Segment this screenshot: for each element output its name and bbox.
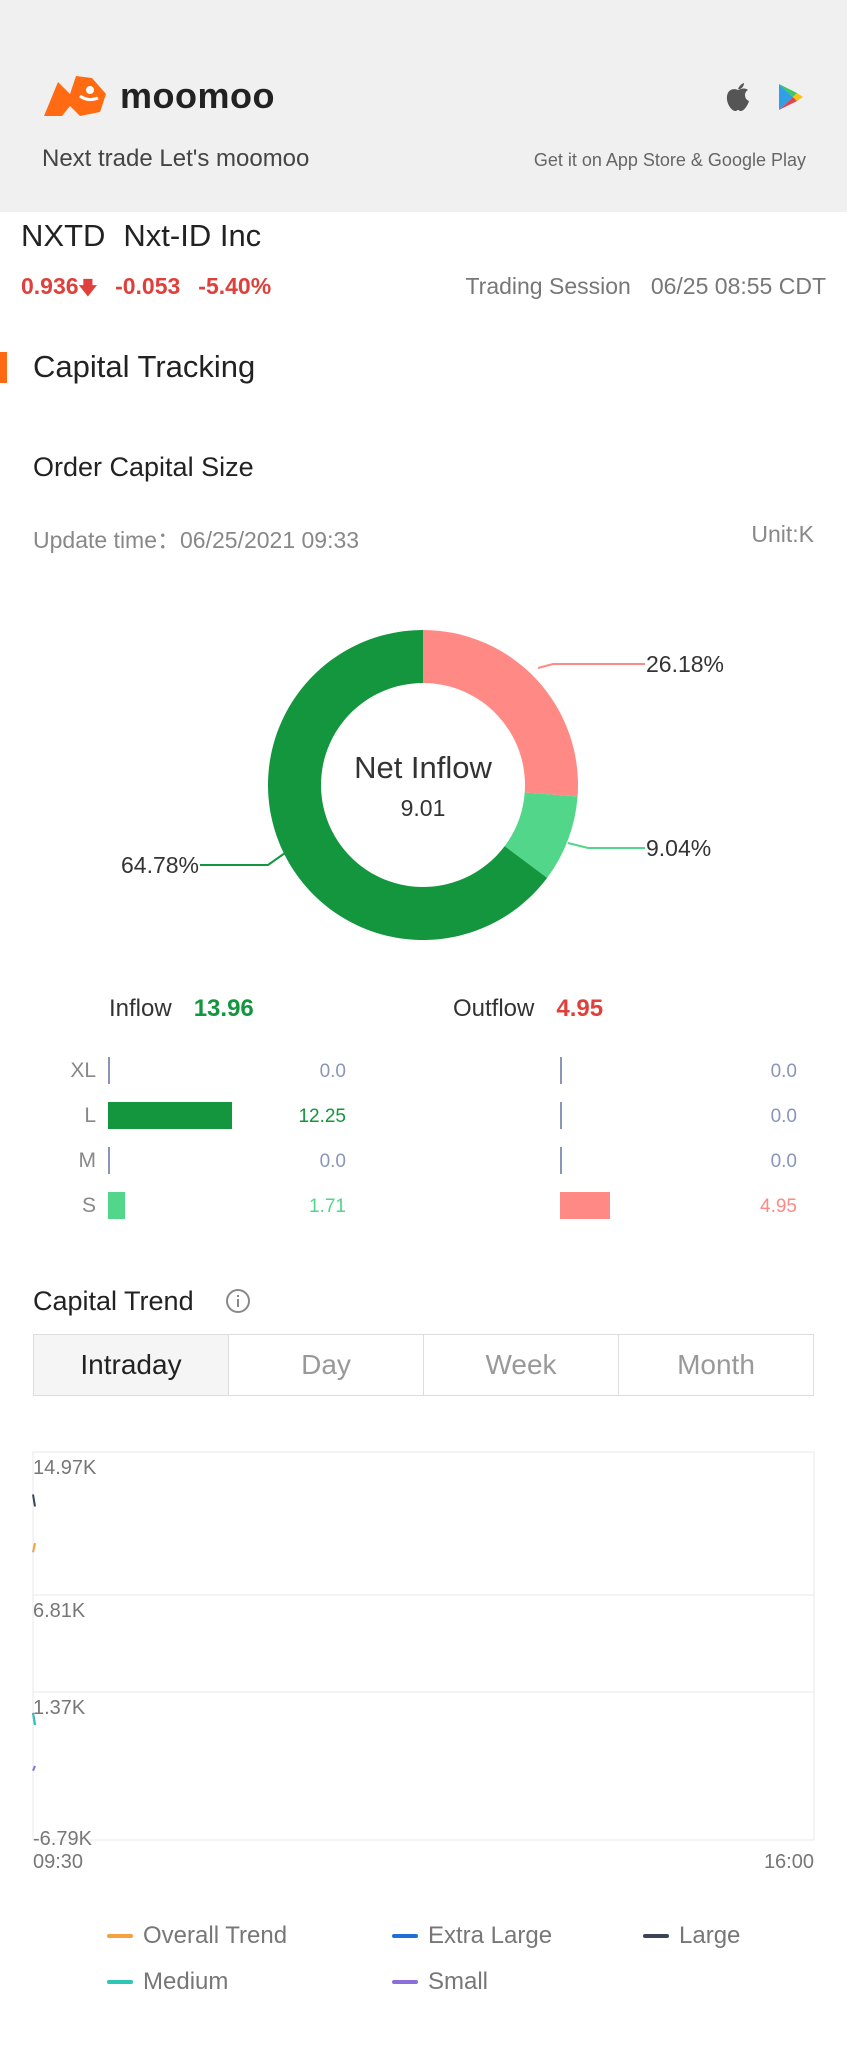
x-tick-label: 09:30 [33, 1851, 83, 1873]
capital-trend-chart: 14.97K 6.81K 1.37K -6.79K 09:30 16:00 [32, 1451, 815, 1873]
tab-intraday[interactable]: Intraday [34, 1335, 229, 1395]
down-arrow-icon: 🡇 [78, 278, 98, 298]
tab-week[interactable]: Week [424, 1335, 619, 1395]
capital-tracking-title: Capital Tracking [33, 349, 256, 384]
moomoo-logo: moomoo [40, 72, 275, 120]
banner-tagline: Next trade Let's moomoo [42, 145, 310, 172]
size-label: M [78, 1149, 97, 1172]
inflow-bar [108, 1102, 232, 1129]
outflow-value: 4.95 [760, 1196, 797, 1217]
inflow-value: 0.0 [319, 1061, 346, 1082]
y-tick-label: -6.79K [33, 1828, 93, 1850]
order-capital-size-title: Order Capital Size [33, 452, 254, 482]
outflow-label: Outflow [453, 995, 535, 1022]
legend-swatch [107, 1934, 133, 1938]
session-time: 06/25 08:55 CDT [650, 273, 826, 299]
outflow-value: 0.0 [770, 1151, 797, 1172]
leader-line-large [200, 852, 286, 866]
donut-segment-large-inflow [268, 630, 548, 940]
size-label: L [84, 1104, 96, 1127]
outflow-value: 0.0 [770, 1106, 797, 1127]
legend-swatch [392, 1980, 418, 1984]
apple-icon[interactable] [724, 80, 752, 112]
stock-symbol: NXTD [21, 218, 106, 253]
outflow-value: 0.0 [770, 1061, 797, 1082]
price-change: -0.053 [115, 273, 181, 299]
segment-label-medium: 9.04% [646, 835, 711, 861]
donut-center-label: Net Inflow [354, 750, 492, 785]
leader-line-medium [567, 842, 645, 849]
legend-swatch [643, 1934, 669, 1938]
chart-plot-area [32, 1451, 815, 1841]
stock-name: Nxt-ID Inc [123, 218, 262, 253]
net-inflow-donut-chart: 26.18% 9.04% 64.78% Net Inflow 9.01 [121, 630, 724, 940]
google-play-icon[interactable] [777, 82, 805, 112]
outflow-bar-axis [560, 1147, 562, 1174]
outflow-value: 4.95 [556, 995, 604, 1022]
series-line-small [32, 1765, 36, 1772]
info-icon[interactable] [225, 1288, 251, 1314]
session-label: Trading Session [465, 273, 631, 299]
legend-item-extra-large[interactable]: Extra Large [392, 1922, 552, 1950]
inflow-label: Inflow [109, 995, 172, 1022]
inflow-value: 0.0 [319, 1151, 346, 1172]
legend-label: Medium [143, 1968, 229, 1995]
update-time: Update time：06/25/2021 09:33 [33, 527, 360, 553]
capital-trend-title: Capital Trend [33, 1286, 194, 1316]
outflow-bar [560, 1192, 611, 1219]
inflow-bar-axis [108, 1147, 110, 1174]
price-row: 0.936🡇 -0.053 -5.40% [21, 273, 271, 306]
brand-name: moomoo [120, 75, 275, 116]
stock-price: 0.936 [21, 273, 79, 299]
tab-month[interactable]: Month [619, 1335, 813, 1395]
unit-label: Unit:K [751, 521, 814, 547]
legend-label: Overall Trend [143, 1922, 288, 1949]
inflow-bar [108, 1192, 126, 1219]
legend-label: Small [428, 1968, 489, 1995]
legend-swatch [392, 1934, 418, 1938]
inflow-bar-axis [108, 1057, 110, 1084]
donut-center-value: 9.01 [401, 795, 446, 821]
leader-line-outflow [537, 663, 645, 669]
legend-item-medium[interactable]: Medium [107, 1968, 228, 1996]
inflow-value: 1.71 [309, 1196, 346, 1217]
app-download-banner[interactable]: moomoo Next trade Let's moomoo Get it on… [0, 0, 847, 212]
y-tick-label: 14.97K [33, 1457, 97, 1479]
outflow-bar-axis [560, 1057, 562, 1084]
tab-day[interactable]: Day [229, 1335, 424, 1395]
session-info: Trading Session 06/25 08:55 CDT [465, 273, 826, 300]
outflow-bar-axis [560, 1102, 562, 1129]
x-tick-label: 16:00 [764, 1851, 814, 1873]
donut-segment-outflow [423, 630, 578, 797]
donut-segment-medium-inflow [504, 792, 578, 878]
legend-item-large[interactable]: Large [643, 1922, 740, 1950]
segment-label-outflow: 26.18% [646, 651, 724, 677]
legend-swatch [107, 1980, 133, 1984]
legend-label: Extra Large [428, 1922, 553, 1949]
inflow-summary: Inflow 13.96 [109, 995, 254, 1023]
y-tick-label: 1.37K [33, 1697, 86, 1719]
series-line-large [32, 1494, 36, 1507]
stock-title: NXTD Nxt-ID Inc [21, 218, 279, 254]
size-label: S [81, 1194, 96, 1217]
size-label: XL [70, 1059, 96, 1082]
price-change-pct: -5.40% [198, 273, 272, 299]
segment-label-large: 64.78% [121, 852, 199, 878]
legend-label: Large [679, 1922, 741, 1949]
legend-item-small[interactable]: Small [392, 1968, 488, 1996]
outflow-summary: Outflow 4.95 [453, 995, 603, 1023]
bull-icon [44, 76, 106, 116]
inflow-value: 12.25 [298, 1106, 346, 1127]
series-line-overall-trend [32, 1542, 36, 1553]
y-tick-label: 6.81K [33, 1600, 86, 1622]
stock-price-group: 0.936🡇 [21, 273, 97, 306]
legend-item-overall-trend[interactable]: Overall Trend [107, 1922, 287, 1950]
store-link-text[interactable]: Get it on App Store & Google Play [533, 150, 806, 170]
series-line-medium [32, 1712, 36, 1726]
trend-period-tabs: Intraday Day Week Month [33, 1334, 814, 1396]
inflow-value: 13.96 [193, 995, 254, 1022]
section-accent-bar [0, 352, 7, 383]
